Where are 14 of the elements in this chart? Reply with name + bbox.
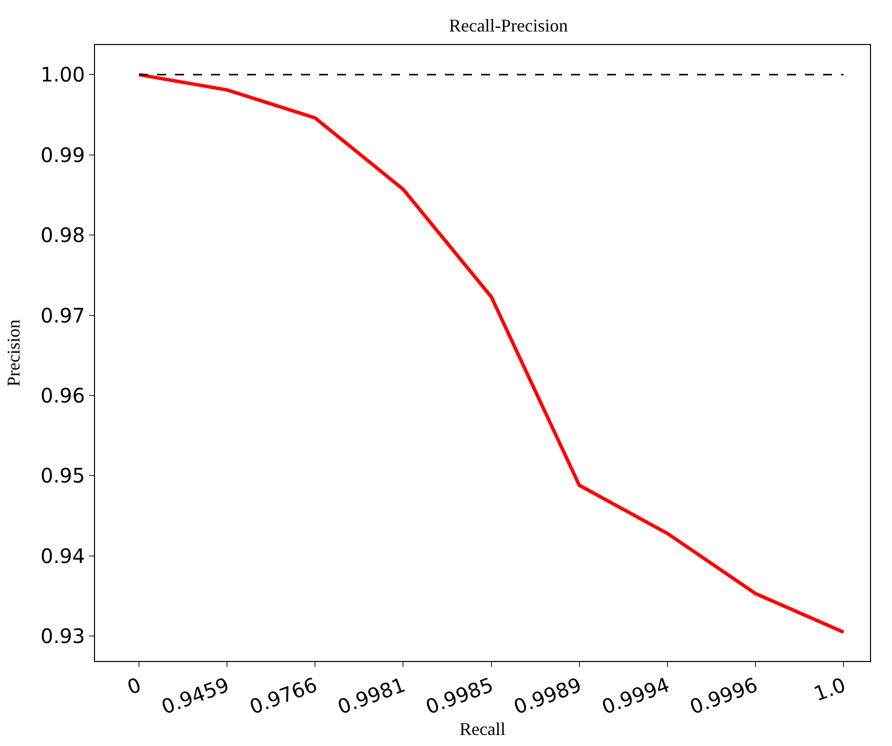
x-tick-label: 1.0 [810,672,849,706]
y-tick-label: 0.98 [40,223,85,248]
y-tick-label: 0.96 [40,384,85,408]
y-tick-label: 0.93 [40,624,85,648]
y-axis-title: Precision [4,320,24,386]
x-tick-label: 0 [124,672,144,700]
y-tick-label: 0.99 [40,142,85,167]
y-tick-label: 0.95 [40,464,85,488]
chart-title: Recall-Precision [448,15,568,36]
y-tick-label: 1.00 [40,62,85,87]
line-series [137,72,846,634]
y-tick-label: 0.97 [40,303,85,328]
y-tick-label: 0.94 [40,544,85,568]
x-axis-title: Recall [460,719,506,740]
